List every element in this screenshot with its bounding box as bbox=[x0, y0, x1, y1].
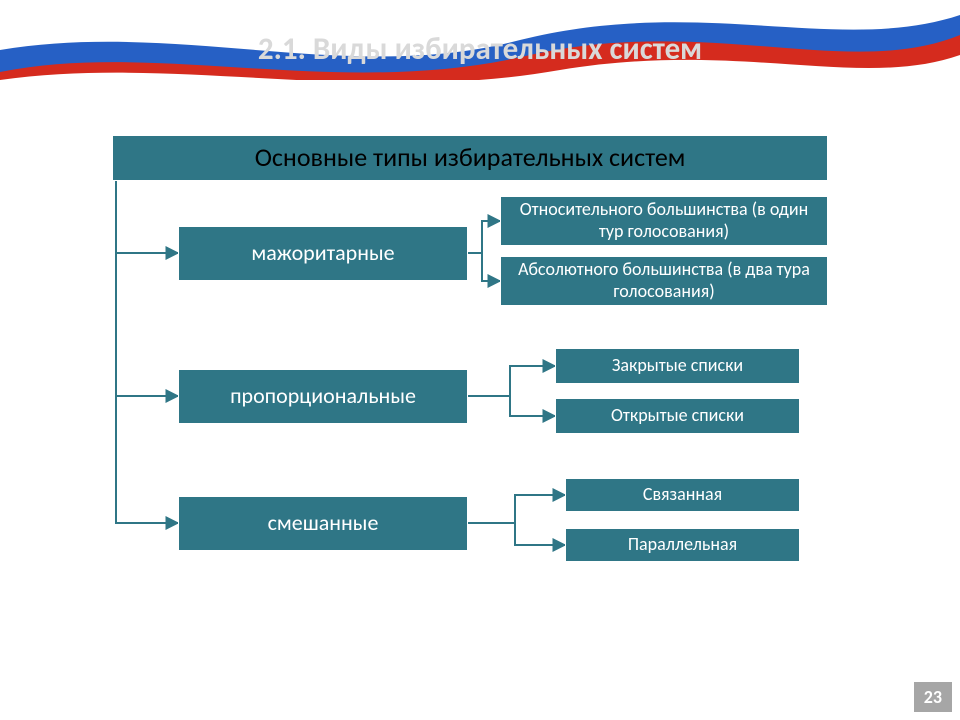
sub-box-major-1: Абсолютного большинства (в два тура голо… bbox=[500, 256, 828, 306]
category-box-prop: пропорциональные bbox=[178, 369, 468, 424]
slide: 2.1. Виды избирательных систем Основные … bbox=[0, 0, 960, 720]
category-box-major: мажоритарные bbox=[178, 226, 468, 281]
slide-title: 2.1. Виды избирательных систем bbox=[0, 30, 960, 68]
sub-box-mixed-1: Параллельная bbox=[565, 528, 800, 562]
page-number: 23 bbox=[914, 682, 952, 712]
sub-box-major-0: Относительного большинства (в один тур г… bbox=[500, 196, 828, 246]
connectors-svg bbox=[0, 0, 960, 720]
sub-box-mixed-0: Связанная bbox=[565, 478, 800, 512]
sub-box-prop-0: Закрытые списки bbox=[555, 348, 800, 384]
category-box-mixed: смешанные bbox=[178, 496, 468, 551]
sub-box-prop-1: Открытые списки bbox=[555, 398, 800, 434]
root-box: Основные типы избирательных систем bbox=[112, 135, 828, 181]
